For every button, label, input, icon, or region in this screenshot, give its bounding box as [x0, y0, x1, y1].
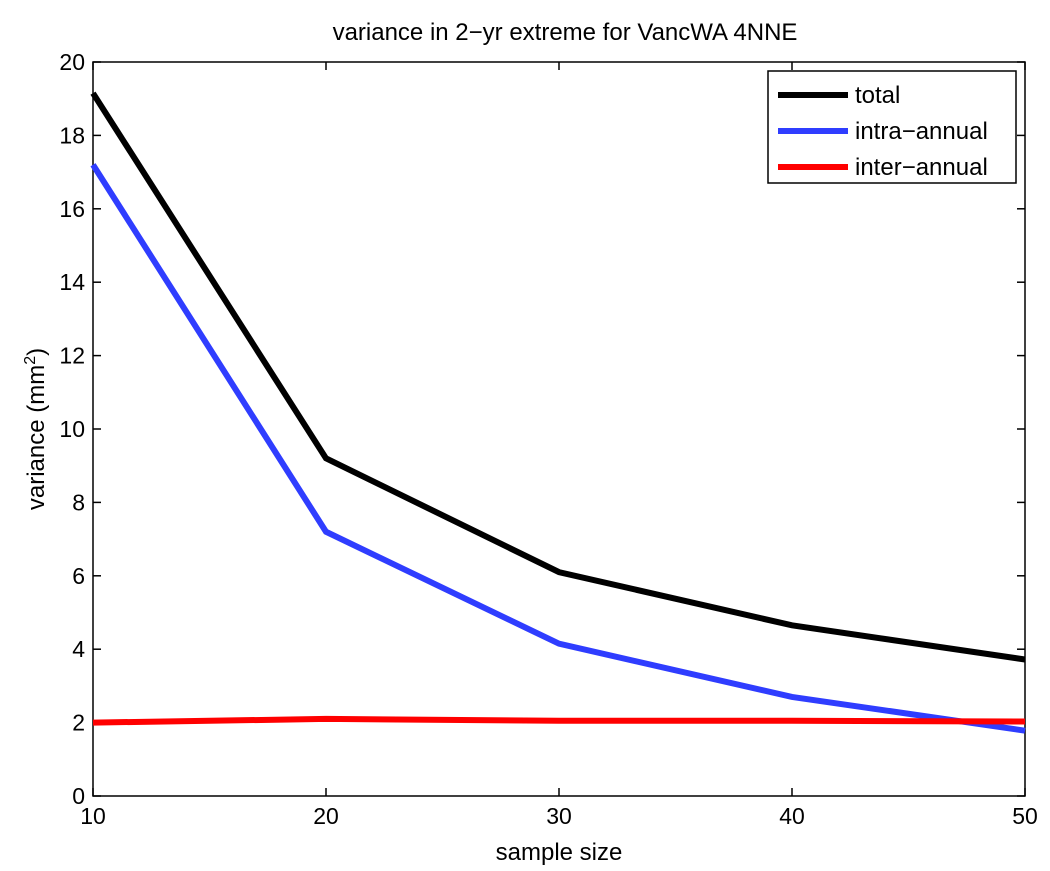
y-axis-title: variance (mm2)	[22, 348, 50, 510]
y-axis-title-close: )	[23, 348, 50, 356]
y-tick-label: 4	[72, 636, 85, 662]
series-lines	[90, 91, 1026, 734]
series-line	[92, 715, 1026, 726]
x-tick-label: 30	[546, 803, 572, 829]
y-tick-label: 2	[72, 710, 85, 736]
y-axis-title-superscript: 2	[22, 356, 39, 365]
legend-items: total intra−annual inter−annual	[778, 82, 988, 181]
series-line	[90, 91, 1026, 663]
legend-label: intra−annual	[855, 118, 988, 145]
y-tick-label: 6	[72, 563, 85, 589]
y-tick-label: 12	[59, 343, 85, 369]
y-tick-label: 10	[59, 416, 85, 442]
x-axis-title: sample size	[496, 839, 623, 866]
x-tick-label: 20	[313, 803, 339, 829]
y-tick-label: 20	[59, 49, 85, 75]
y-axis-ticks: 0 2 4 6 8 10 12 14 16 18 20	[59, 49, 1025, 809]
y-axis-title-text: variance (mm	[23, 365, 50, 510]
legend: total intra−annual inter−annual	[767, 70, 1017, 184]
x-axis-ticks: 10 20 30 40 50	[80, 62, 1038, 829]
x-tick-label: 40	[779, 803, 805, 829]
y-tick-label: 18	[59, 122, 85, 148]
x-tick-label: 10	[80, 803, 106, 829]
legend-label: total	[855, 82, 900, 109]
y-tick-label: 16	[59, 196, 85, 222]
y-tick-label: 8	[72, 489, 85, 515]
series-line	[90, 163, 1026, 734]
x-tick-label: 50	[1012, 803, 1038, 829]
legend-label: inter−annual	[855, 154, 988, 181]
chart-title: variance in 2−yr extreme for VancWA 4NNE	[333, 19, 798, 46]
y-tick-label: 0	[72, 783, 85, 809]
y-tick-label: 14	[59, 269, 85, 295]
